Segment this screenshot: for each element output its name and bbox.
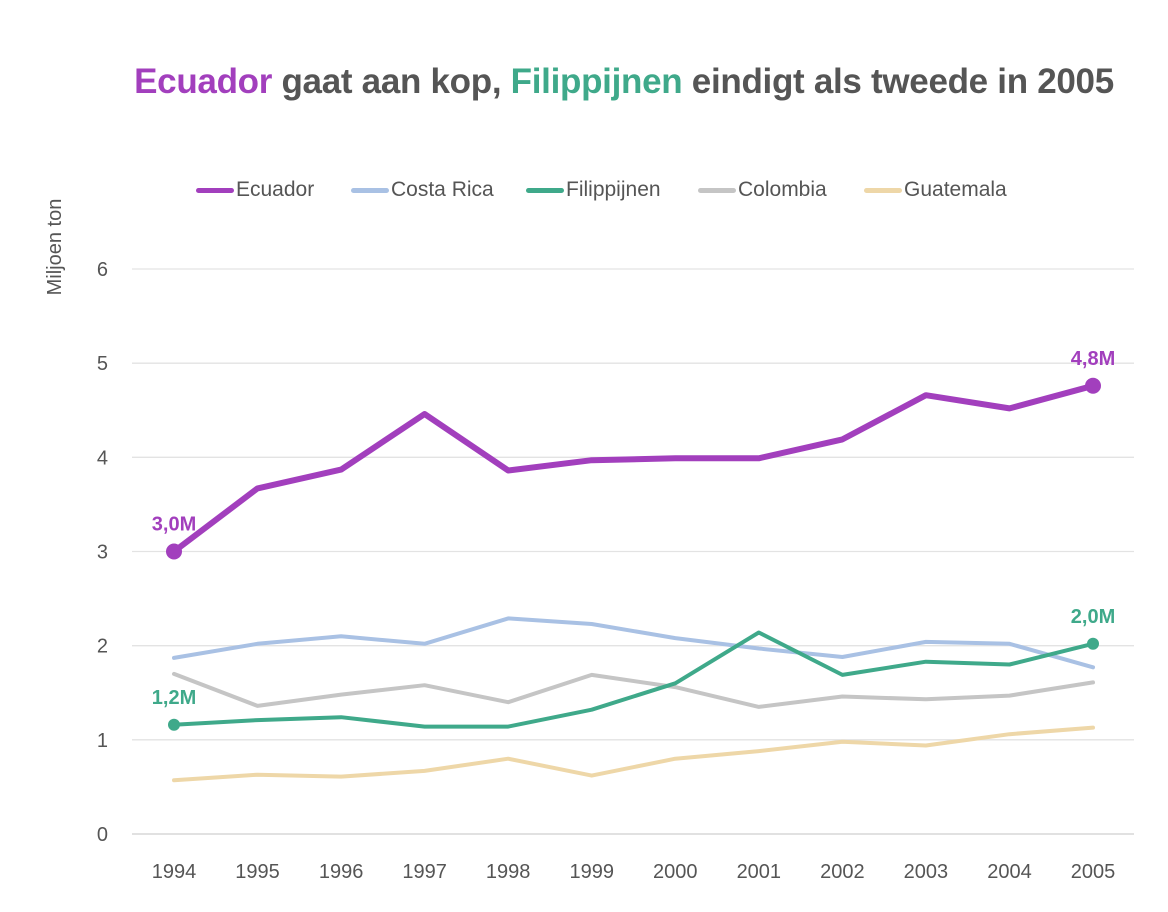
title-text-end: eindigt als tweede in 2005 bbox=[682, 62, 1114, 101]
legend-swatch-ecuador bbox=[196, 187, 234, 193]
data-label-filippijnen-1994: 1,2M bbox=[152, 687, 196, 709]
x-tick-label-1999: 1999 bbox=[569, 861, 614, 883]
data-label-ecuador-1994: 3,0M bbox=[152, 514, 196, 536]
data-label-ecuador-2005: 4,8M bbox=[1071, 348, 1115, 370]
x-tick-label-2002: 2002 bbox=[820, 861, 865, 883]
x-tick-label-2003: 2003 bbox=[904, 861, 949, 883]
x-tick-label-2000: 2000 bbox=[653, 861, 698, 883]
title-highlight-filippijnen: Filippijnen bbox=[510, 62, 683, 101]
x-tick-label-1995: 1995 bbox=[235, 861, 280, 883]
legend-swatch-costa-rica bbox=[351, 187, 389, 193]
title-text-middle: gaat aan kop, bbox=[272, 62, 511, 101]
x-tick-label-2005: 2005 bbox=[1071, 861, 1116, 883]
series-line-colombia bbox=[172, 671, 1095, 709]
chart-title: Ecuador gaat aan kop, Filippijnen eindig… bbox=[0, 62, 1168, 102]
x-tick-label-1997: 1997 bbox=[402, 861, 447, 883]
y-tick-label-1: 1 bbox=[97, 730, 108, 752]
legend-item-filippijnen[interactable]: Filippijnen bbox=[526, 178, 661, 202]
y-tick-label-5: 5 bbox=[97, 353, 108, 375]
y-tick-label-6: 6 bbox=[97, 259, 108, 281]
legend-label-guatemala: Guatemala bbox=[904, 178, 1007, 201]
series-line-guatemala bbox=[172, 725, 1095, 783]
legend-label-filippijnen: Filippijnen bbox=[566, 178, 661, 201]
x-tick-label-1994: 1994 bbox=[152, 861, 197, 883]
x-tick-label-1998: 1998 bbox=[486, 861, 531, 883]
series-line-costa-rica bbox=[172, 616, 1095, 670]
legend-label-ecuador: Ecuador bbox=[236, 178, 315, 201]
y-axis-label: Miljoen ton bbox=[44, 199, 66, 296]
legend-swatch-colombia bbox=[698, 187, 736, 193]
legend-item-guatemala[interactable]: Guatemala bbox=[864, 178, 1007, 202]
y-tick-label-2: 2 bbox=[97, 636, 108, 658]
data-point-filippijnen-1994 bbox=[168, 718, 180, 731]
legend-swatch-guatemala bbox=[864, 187, 902, 193]
series-line-ecuador bbox=[171, 382, 1096, 555]
legend-item-colombia[interactable]: Colombia bbox=[698, 178, 827, 202]
data-point-ecuador-1994 bbox=[166, 543, 182, 560]
y-tick-label-0: 0 bbox=[97, 824, 108, 846]
legend-label-colombia: Colombia bbox=[738, 178, 827, 201]
data-point-filippijnen-2005 bbox=[1087, 637, 1099, 650]
series-line-filippijnen bbox=[172, 630, 1095, 729]
title-highlight-ecuador: Ecuador bbox=[134, 62, 273, 101]
legend-item-ecuador[interactable]: Ecuador bbox=[196, 178, 314, 202]
legend-item-costa-rica[interactable]: Costa Rica bbox=[351, 178, 494, 202]
x-tick-label-2004: 2004 bbox=[987, 861, 1032, 883]
legend-swatch-filippijnen bbox=[526, 187, 564, 193]
x-tick-label-1996: 1996 bbox=[319, 861, 364, 883]
x-tick-label-2001: 2001 bbox=[737, 861, 782, 883]
y-tick-label-4: 4 bbox=[97, 447, 108, 469]
legend-label-costa-rica: Costa Rica bbox=[391, 178, 494, 201]
data-label-filippijnen-2005: 2,0M bbox=[1071, 606, 1115, 628]
y-tick-label-3: 3 bbox=[97, 542, 108, 564]
data-point-ecuador-2005 bbox=[1085, 377, 1101, 394]
